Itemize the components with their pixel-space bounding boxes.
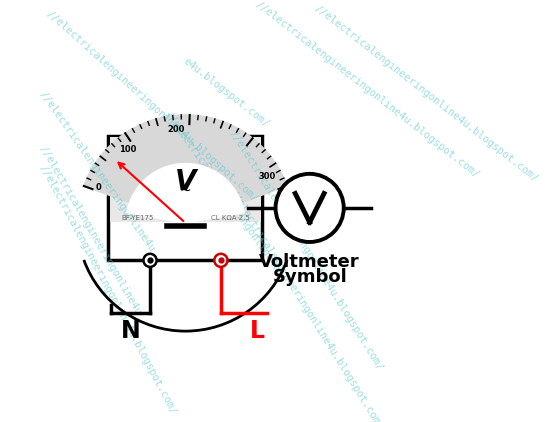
Text: ~: ~ bbox=[180, 184, 191, 198]
Text: BF-YE175: BF-YE175 bbox=[122, 215, 154, 221]
Bar bbox=[110, 137, 261, 222]
Text: //electricalengineeringonline4u.blogspot.com/: //electricalengineeringonline4u.blogspot… bbox=[44, 8, 260, 204]
Text: //electricalengineeringonline4u.blogspot.com/: //electricalengineeringonline4u.blogspot… bbox=[38, 163, 178, 417]
Text: L: L bbox=[250, 319, 265, 343]
Circle shape bbox=[276, 174, 344, 242]
Text: //electricalengineeringonline4u: //electricalengineeringonline4u bbox=[162, 109, 281, 274]
Text: N: N bbox=[121, 319, 140, 343]
Text: 0: 0 bbox=[96, 184, 101, 192]
Circle shape bbox=[214, 254, 227, 267]
Text: 200: 200 bbox=[167, 125, 185, 134]
Text: //electricalengineeringonline4u.blogspot.com/: //electricalengineeringonline4u.blogspot… bbox=[228, 188, 385, 422]
Text: //electricalengineeringonline4u: //electricalengineeringonline4u bbox=[38, 144, 143, 317]
Text: e4u.blogspot.com/: e4u.blogspot.com/ bbox=[182, 57, 272, 130]
Text: 300: 300 bbox=[258, 172, 275, 181]
Polygon shape bbox=[84, 115, 287, 223]
Text: Voltmeter: Voltmeter bbox=[259, 253, 360, 271]
Text: //electricalengineeringonline4u.blogspot.com/: //electricalengineeringonline4u.blogspot… bbox=[313, 3, 541, 184]
Bar bbox=[108, 136, 262, 260]
Text: //electricalengineeringonline4u.blogspot.com/: //electricalengineeringonline4u.blogspot… bbox=[254, 0, 481, 181]
Circle shape bbox=[143, 254, 157, 267]
Text: //electricalengineeringonline4u.blogspot.com/: //electricalengineeringonline4u.blogspot… bbox=[228, 129, 385, 373]
Text: V: V bbox=[175, 168, 196, 196]
Text: 100: 100 bbox=[119, 145, 136, 154]
Text: CL KΩA 2.5: CL KΩA 2.5 bbox=[211, 215, 249, 221]
Polygon shape bbox=[127, 163, 244, 223]
Text: //electricalengineeringonline4u: //electricalengineeringonline4u bbox=[38, 89, 157, 254]
Text: Symbol: Symbol bbox=[272, 268, 347, 286]
